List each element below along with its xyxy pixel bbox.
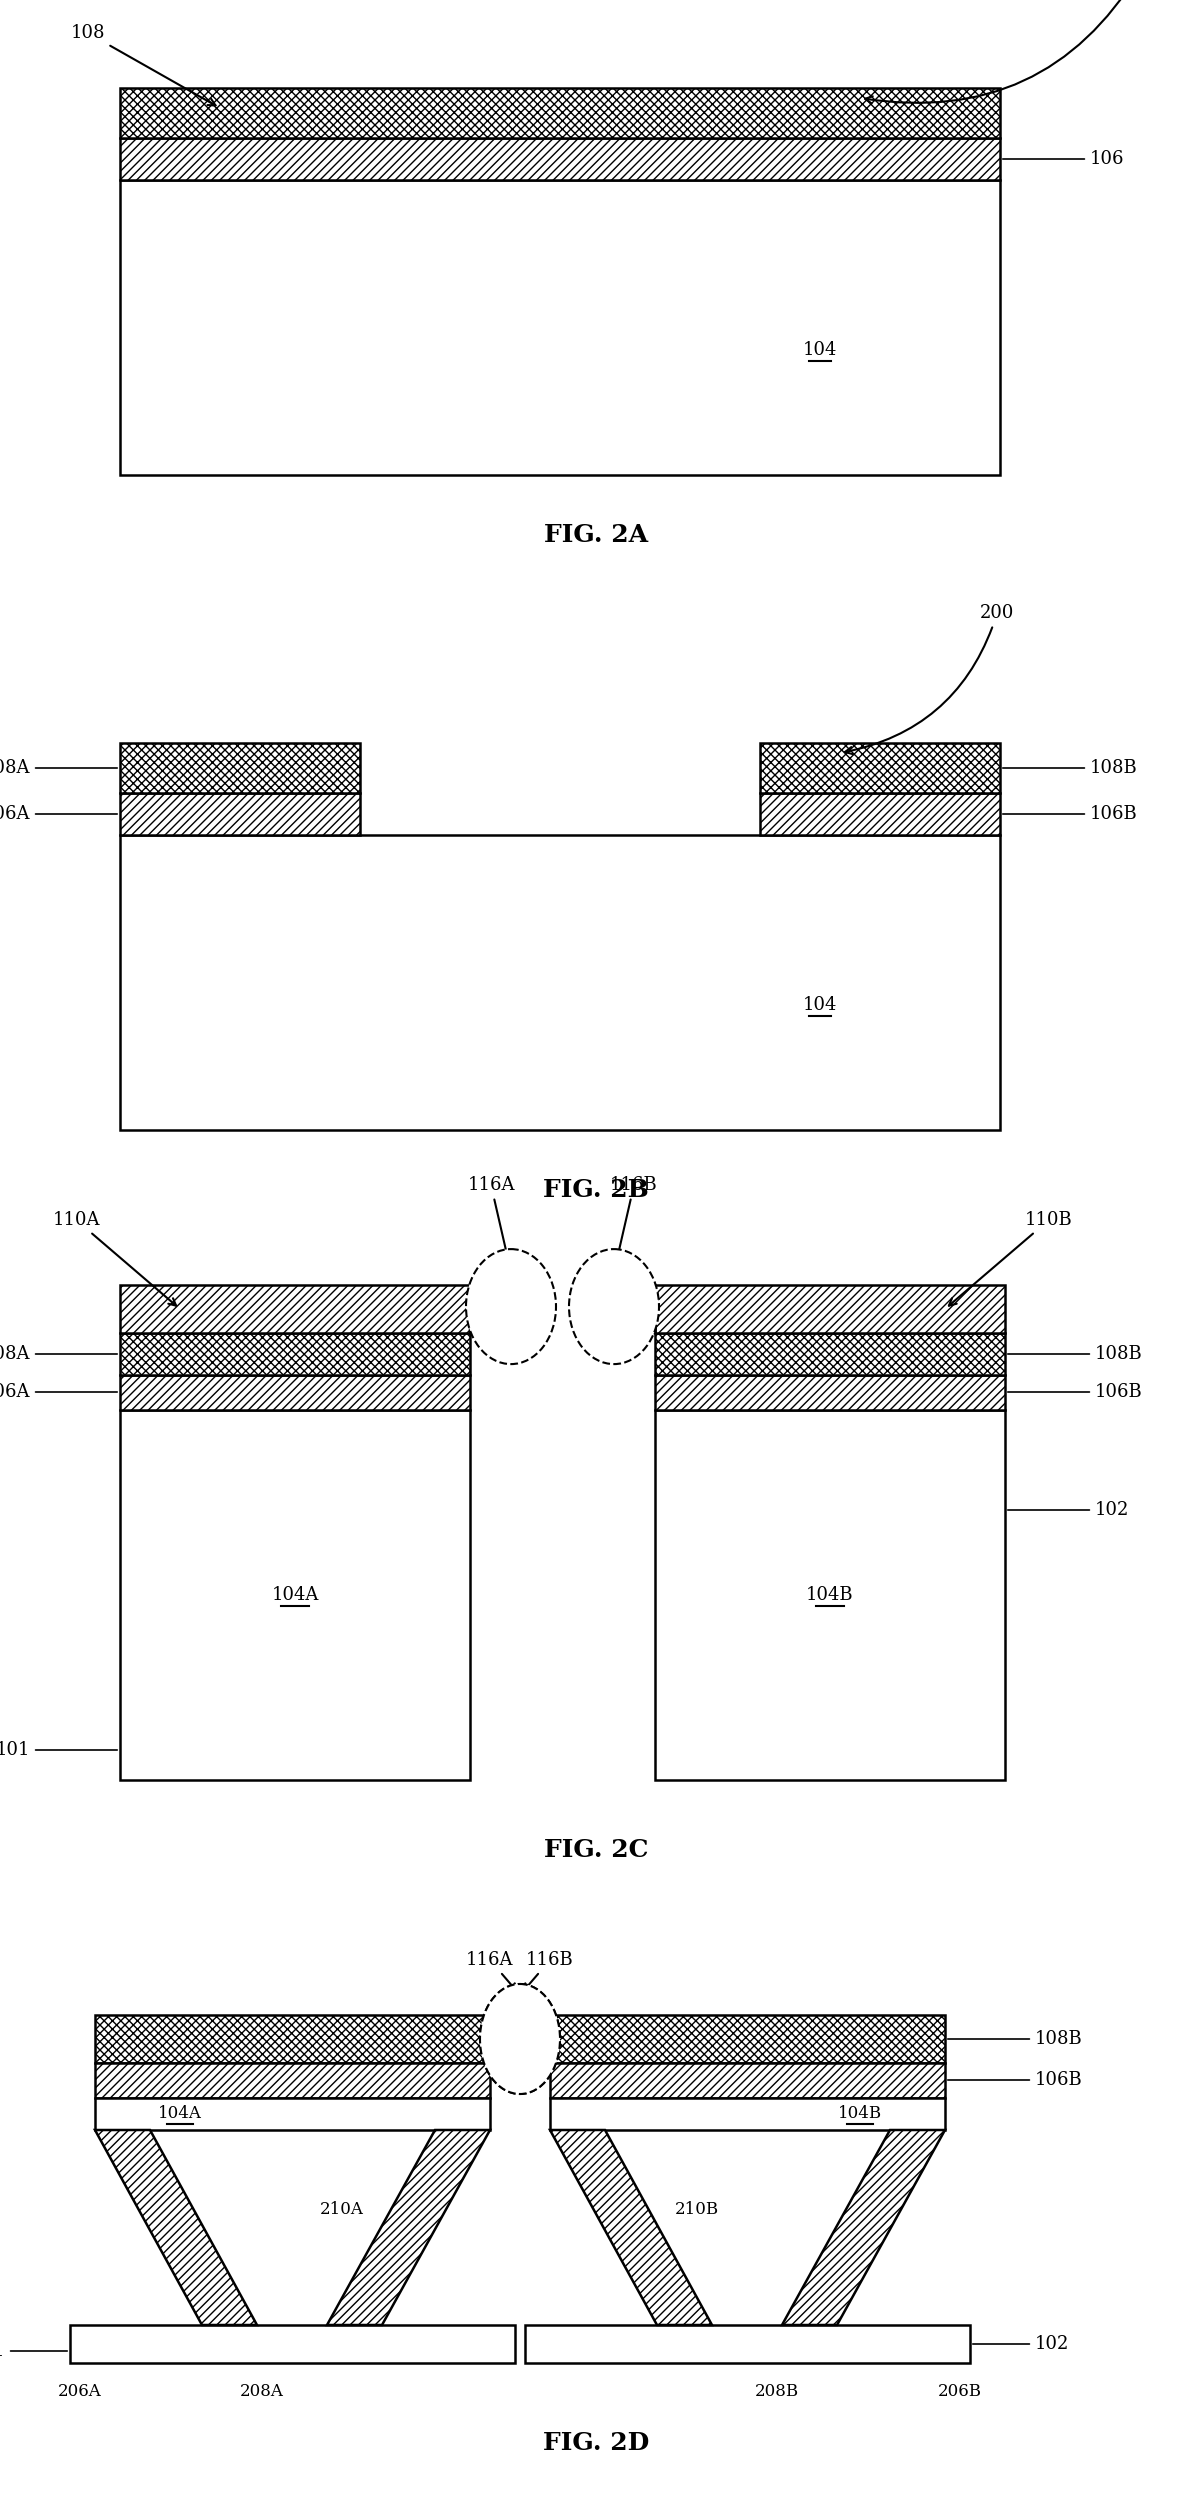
Bar (120, 743, 360, 793)
Text: 108: 108 (70, 25, 216, 105)
Bar (120, 88, 1000, 138)
Text: 116A: 116A (466, 1952, 516, 1992)
Text: 116B: 116B (523, 1952, 573, 1992)
Polygon shape (550, 2129, 712, 2324)
Text: FIG. 2B: FIG. 2B (544, 1178, 648, 1201)
Text: 106: 106 (1002, 150, 1124, 168)
Text: 104B: 104B (806, 1586, 853, 1604)
Bar (550, 2099, 945, 2129)
Text: FIG. 2C: FIG. 2C (544, 1839, 648, 1861)
Text: 102: 102 (1007, 1501, 1129, 1519)
Text: 208A: 208A (240, 2382, 284, 2399)
Text: 104A: 104A (159, 2107, 201, 2122)
Bar (654, 1286, 1005, 1334)
Bar (120, 180, 1000, 475)
Bar (654, 1334, 1005, 1376)
Text: 104: 104 (803, 996, 837, 1013)
Text: 106B: 106B (948, 2072, 1082, 2089)
Bar (95, 2064, 490, 2099)
Polygon shape (782, 2129, 945, 2324)
Bar (120, 836, 1000, 1131)
Text: 208B: 208B (755, 2382, 799, 2399)
Bar (760, 793, 1000, 836)
Text: 108B: 108B (1002, 758, 1137, 778)
Bar (70, 2324, 515, 2362)
Bar (654, 1411, 1005, 1779)
Text: 108B: 108B (948, 2029, 1082, 2049)
Text: 108A: 108A (0, 758, 117, 778)
Bar (120, 1334, 470, 1376)
Text: 104: 104 (803, 340, 837, 358)
Bar (760, 743, 1000, 793)
Text: 106A: 106A (0, 1384, 117, 1401)
Bar (120, 1286, 470, 1334)
Ellipse shape (480, 1984, 560, 2094)
Text: 106A: 106A (0, 806, 117, 823)
Ellipse shape (466, 1248, 555, 1364)
Text: 110A: 110A (52, 1211, 176, 1306)
Text: 206A: 206A (58, 2382, 101, 2399)
Text: 104A: 104A (272, 1586, 318, 1604)
Bar (550, 2014, 945, 2064)
Text: 200: 200 (845, 603, 1014, 753)
Text: 210A: 210A (321, 2202, 364, 2219)
Bar (550, 2064, 945, 2099)
Text: 106B: 106B (1007, 1384, 1143, 1401)
Text: 108B: 108B (1007, 1346, 1143, 1364)
Text: 116A: 116A (467, 1176, 515, 1266)
Polygon shape (95, 2129, 257, 2324)
Text: 101: 101 (0, 1741, 117, 1759)
Text: 206B: 206B (938, 2382, 982, 2399)
Polygon shape (470, 1286, 502, 1334)
Text: 106B: 106B (1002, 806, 1137, 823)
Bar (654, 1376, 1005, 1411)
Bar (524, 2324, 970, 2362)
Polygon shape (623, 1286, 654, 1334)
Ellipse shape (569, 1248, 659, 1364)
Text: 200: 200 (865, 0, 1165, 103)
Ellipse shape (480, 1984, 560, 2094)
Bar (120, 1376, 470, 1411)
Text: 116B: 116B (610, 1176, 658, 1266)
Bar (120, 1411, 470, 1779)
Text: 102: 102 (973, 2334, 1069, 2352)
Bar (120, 793, 360, 836)
Text: FIG. 2D: FIG. 2D (542, 2432, 650, 2454)
Text: 110B: 110B (949, 1211, 1073, 1306)
Text: 101: 101 (0, 2342, 67, 2359)
Bar (95, 2014, 490, 2064)
Bar (120, 138, 1000, 180)
Polygon shape (327, 2129, 490, 2324)
Text: 104B: 104B (838, 2107, 882, 2122)
Text: 108A: 108A (0, 1346, 117, 1364)
Text: FIG. 2A: FIG. 2A (544, 523, 648, 548)
Text: 210B: 210B (675, 2202, 719, 2219)
Bar (95, 2099, 490, 2129)
